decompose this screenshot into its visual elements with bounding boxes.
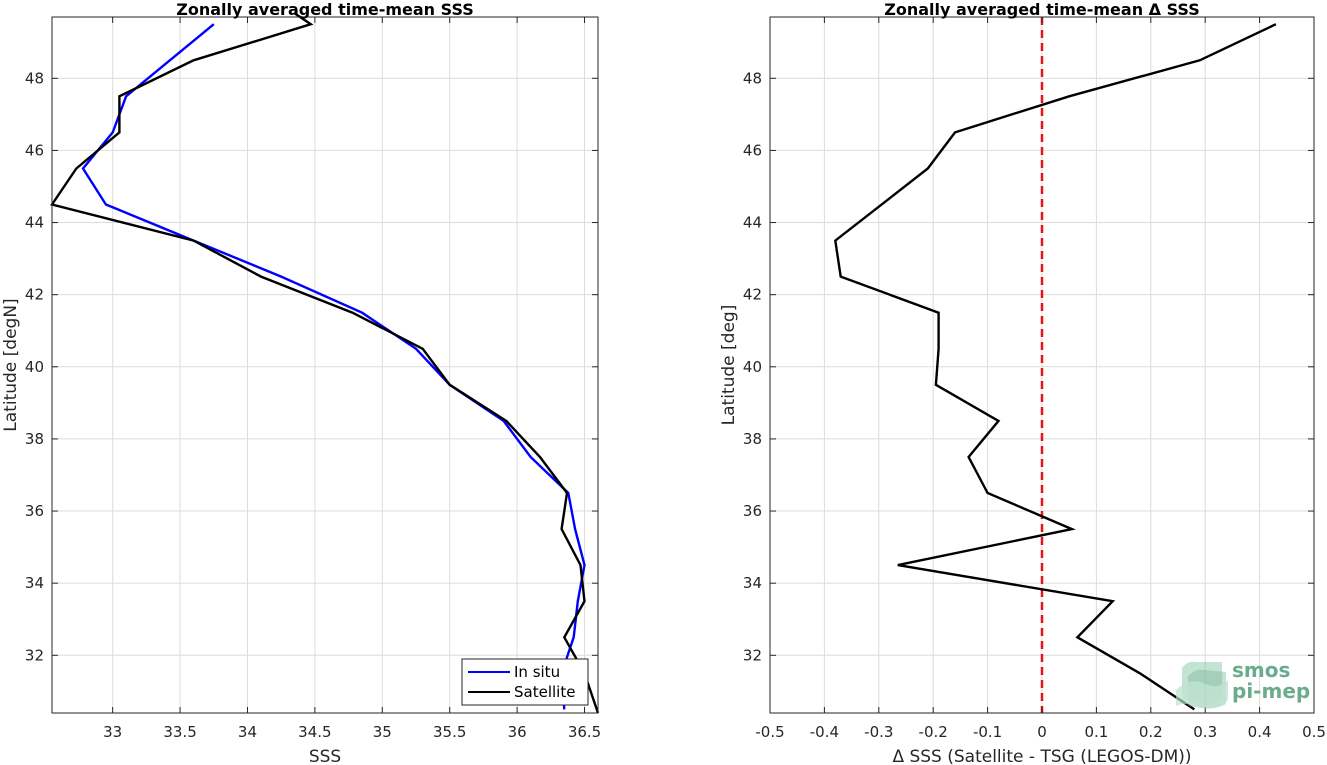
- sss-ytick-label-4: 40: [25, 358, 44, 376]
- sss-series: [50, 12, 600, 714]
- sss-ytick-label-0: 32: [25, 646, 44, 664]
- legend-label-satellite: Satellite: [514, 683, 575, 701]
- smos-pi-mep-logo: smos pi-mep: [1176, 658, 1310, 709]
- sss-ytick-label-5: 42: [25, 286, 44, 304]
- logo-wave-icon: [1176, 661, 1228, 709]
- sss-xtick-label-0: 33: [103, 723, 122, 741]
- delta-xtick-label-0: -0.5: [755, 723, 784, 741]
- delta-ytick-label-4: 40: [743, 358, 762, 376]
- delta-ytick-label-0: 32: [743, 646, 762, 664]
- sss-series-line-1: [50, 12, 600, 714]
- delta-title: Zonally averaged time-mean Δ SSS: [884, 0, 1200, 19]
- delta-ytick-label-3: 38: [743, 430, 762, 448]
- sss-xtick-label-1: 33.5: [163, 723, 196, 741]
- sss-ytick-label-1: 34: [25, 574, 44, 592]
- delta-ticks: -0.5 -0.4 -0.3 -0.2 -0.1 0 0.1 0.2 0.3 0.4 0.5 32 34…: [743, 17, 1326, 741]
- delta-ytick-label-7: 46: [743, 141, 762, 159]
- sss-axes-frame: [51, 16, 599, 714]
- delta-sss-panel: -0.5 -0.4 -0.3 -0.2 -0.1 0 0.1 0.2 0.3 0.4 0.5 32 34…: [719, 0, 1326, 765]
- sss-ylabel: Latitude [degN]: [1, 298, 21, 431]
- logo-line1: smos: [1232, 658, 1290, 682]
- sss-title: Zonally averaged time-mean SSS: [176, 0, 474, 19]
- delta-ytick-label-5: 42: [743, 286, 762, 304]
- sss-ytick-label-6: 44: [25, 214, 44, 232]
- delta-ytick-label-1: 34: [743, 574, 762, 592]
- legend: In situ Satellite: [461, 658, 589, 706]
- delta-xtick-label-10: 0.5: [1302, 723, 1326, 741]
- sss-ytick-label-8: 48: [25, 69, 44, 87]
- logo-line2: pi-mep: [1232, 679, 1310, 703]
- sss-ytick-label-3: 38: [25, 430, 44, 448]
- delta-series: [834, 23, 1277, 711]
- delta-series-line-0: [834, 23, 1277, 711]
- delta-ylabel: Latitude [deg]: [719, 305, 739, 426]
- delta-ytick-label-2: 36: [743, 502, 762, 520]
- sss-ytick-label-7: 46: [25, 141, 44, 159]
- legend-box: [461, 658, 589, 706]
- sss-ytick-label-2: 36: [25, 502, 44, 520]
- delta-xtick-label-5: 0: [1037, 723, 1047, 741]
- delta-ytick-label-6: 44: [743, 214, 762, 232]
- delta-xtick-label-7: 0.2: [1139, 723, 1163, 741]
- delta-ytick-label-8: 48: [743, 69, 762, 87]
- delta-xtick-label-1: -0.4: [810, 723, 839, 741]
- sss-xtick-label-7: 36.5: [568, 723, 601, 741]
- delta-xlabel: Δ SSS (Satellite - TSG (LEGOS-DM)): [892, 747, 1191, 765]
- sss-xtick-label-4: 35: [373, 723, 392, 741]
- delta-xtick-label-2: -0.3: [864, 723, 893, 741]
- delta-xtick-label-6: 0.1: [1084, 723, 1108, 741]
- delta-xtick-label-9: 0.4: [1248, 723, 1272, 741]
- sss-xtick-label-3: 34.5: [298, 723, 331, 741]
- sss-xtick-label-6: 36: [508, 723, 527, 741]
- sss-grid: [52, 17, 598, 713]
- legend-label-in-situ: In situ: [514, 663, 560, 681]
- sss-panel: 33 33.5 34 34.5 35 35.5 36 36.5 32 34 36 38 40 42 44 46…: [1, 0, 601, 765]
- sss-xtick-label-5: 35.5: [433, 723, 466, 741]
- delta-xtick-label-8: 0.3: [1193, 723, 1217, 741]
- sss-xtick-label-2: 34: [238, 723, 257, 741]
- delta-xtick-label-3: -0.2: [919, 723, 948, 741]
- delta-xtick-label-4: -0.1: [973, 723, 1002, 741]
- sss-xlabel: SSS: [309, 747, 341, 765]
- sss-ticks: 33 33.5 34 34.5 35 35.5 36 36.5 32 34 36 38 40 42 44 46…: [25, 17, 601, 741]
